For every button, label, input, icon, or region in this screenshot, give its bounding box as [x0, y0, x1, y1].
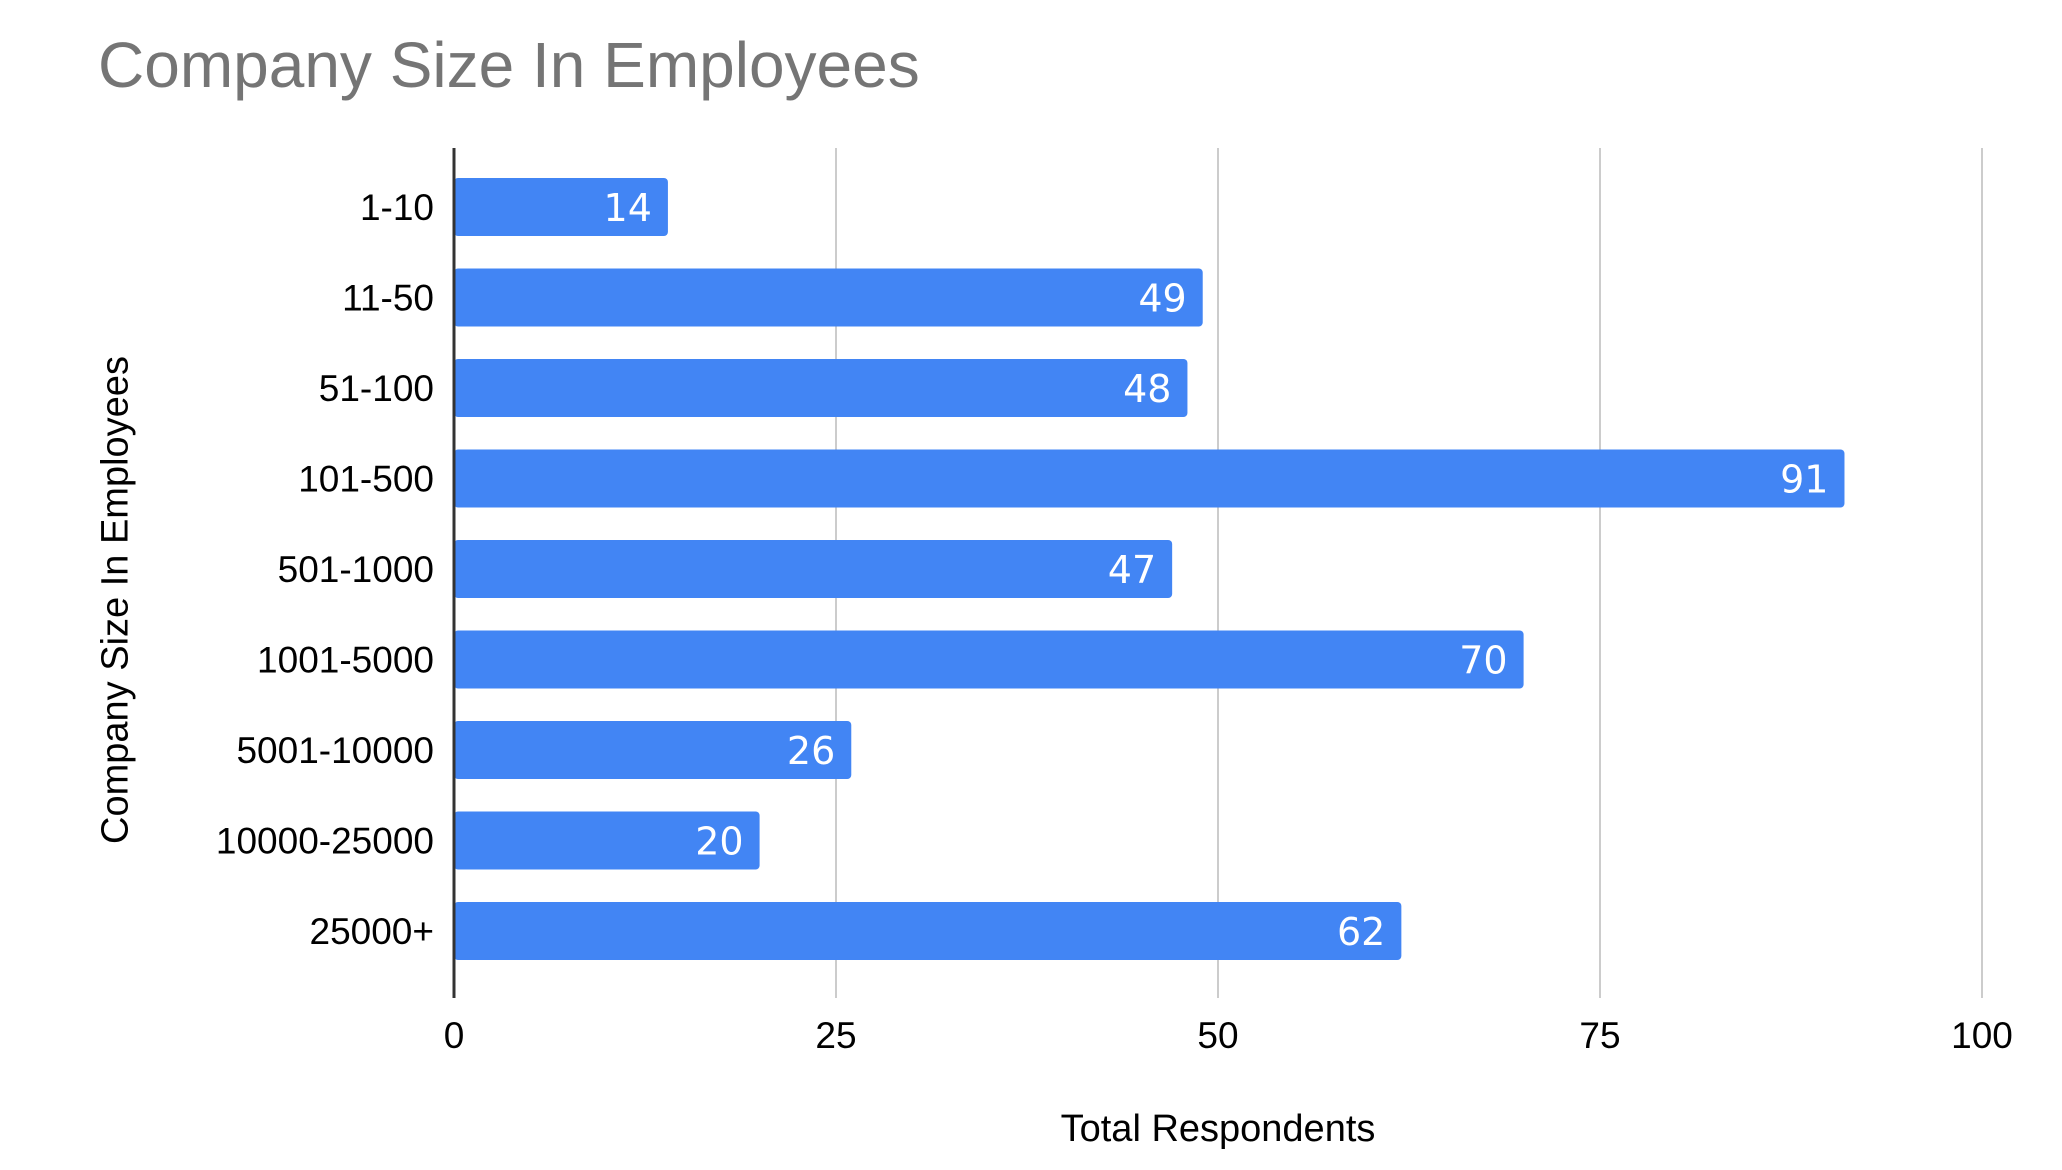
y-tick-label: 501-1000	[278, 549, 434, 590]
data-label: 20	[695, 820, 743, 864]
x-tick-label: 100	[1951, 1015, 2013, 1056]
x-tick-label: 75	[1579, 1015, 1620, 1056]
data-label: 70	[1459, 639, 1507, 683]
bar	[454, 630, 1524, 689]
data-label: 48	[1123, 367, 1171, 411]
bar	[454, 902, 1402, 960]
bar	[454, 178, 668, 236]
x-tick-label: 0	[444, 1015, 465, 1056]
y-tick-label: 5001-10000	[236, 730, 434, 771]
data-label: 49	[1138, 277, 1186, 321]
y-tick-label: 1001-5000	[257, 640, 434, 681]
data-label: 47	[1108, 548, 1156, 592]
bar	[454, 359, 1188, 417]
data-label: 91	[1780, 458, 1828, 502]
data-label: 14	[604, 186, 652, 230]
bar	[454, 811, 760, 870]
y-tick-label: 10000-25000	[216, 821, 434, 862]
y-tick-label: 25000+	[310, 911, 435, 952]
y-tick-label: 1-10	[360, 187, 434, 228]
chart-title: Company Size In Employees	[98, 29, 920, 101]
x-axis-title: Total Respondents	[1060, 1108, 1376, 1150]
x-tick-label: 25	[815, 1015, 856, 1056]
bar	[454, 268, 1203, 327]
y-tick-label: 51-100	[319, 368, 434, 409]
data-label: 26	[787, 729, 835, 773]
y-tick-label: 11-50	[342, 278, 434, 319]
bar	[454, 721, 852, 779]
x-tick-label: 50	[1197, 1015, 1238, 1056]
bar	[454, 540, 1173, 598]
data-label: 62	[1337, 910, 1385, 954]
y-tick-label: 101-500	[298, 459, 434, 500]
bar	[454, 449, 1845, 508]
